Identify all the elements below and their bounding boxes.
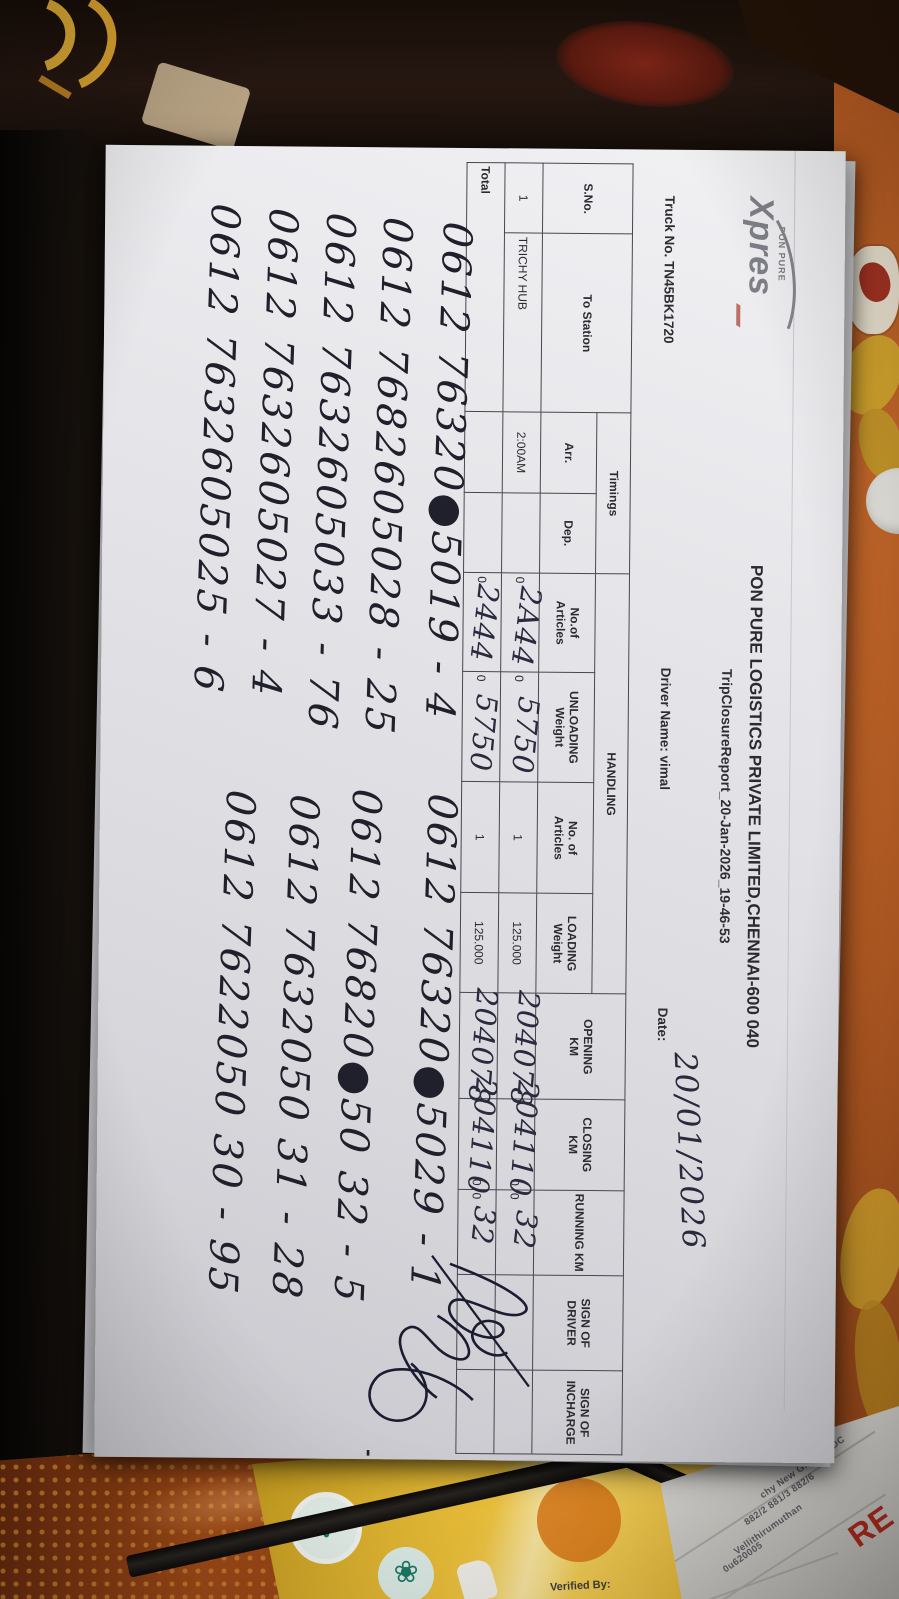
yellow-print-marks [38,0,117,100]
note-line: 0612 7632605027 - 4 [242,205,306,701]
handwritten-running-km-total: 32 [464,1204,503,1247]
note-line: 0612 7632050 31 - 28 [262,792,328,1303]
note-line: 0612 76320●5029 - 1 [400,791,465,1296]
note-line: 0612 7622050 30 - 95 [198,787,264,1299]
trip-closure-report-sheet: PON PURE Xpres PON PURE LOGISTICS PRIVAT… [94,144,846,1464]
badge-red-mark [856,259,894,305]
note-line: 0612 7632605025 - 6 [184,201,248,697]
poster-badge-icon [846,246,899,334]
driver-signature [431,1255,530,1388]
logo-swoosh-icon [775,219,796,330]
pon-pure-xpress-logo: PON PURE Xpres [736,196,796,346]
note-line: 0612 7682605028 - 25 [355,214,421,739]
packet-orange-print [536,1477,621,1562]
handwritten-running-km-row1: 32 [506,1208,545,1252]
note-line: 0612 76820●50 32 - 5 [324,786,390,1307]
incharge-signature [368,1314,474,1422]
note-line: 0612 7632605033 - 76 [298,210,364,734]
packet-teal-emblem-icon: ❀ [378,1547,435,1599]
